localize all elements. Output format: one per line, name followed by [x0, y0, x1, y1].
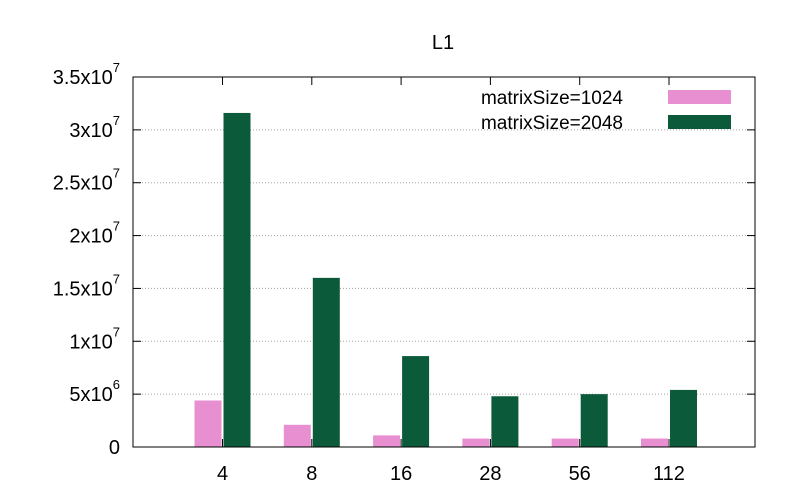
- bars: [194, 112, 697, 447]
- y-tick-label-base: 2x10: [69, 226, 112, 248]
- y-tick-label-base: 3x10: [69, 120, 112, 142]
- plot-frame: [132, 76, 756, 448]
- y-tick-label-exponent: 7: [113, 324, 120, 339]
- x-tick-label: 112: [653, 463, 685, 485]
- legend-swatch: [668, 90, 731, 104]
- y-tick-label: 1.5x107: [53, 271, 120, 300]
- y-tick-label-exponent: 7: [113, 271, 120, 286]
- bar-series-1-4: [194, 400, 222, 447]
- y-tick-label-base: 5x10: [69, 384, 112, 406]
- y-tick-label-exponent: 7: [113, 166, 120, 181]
- y-tick-label-exponent: 7: [113, 60, 120, 75]
- y-tick-label-exponent: 7: [113, 219, 120, 234]
- y-tick-label: 0: [109, 437, 120, 459]
- bar-series-1-16: [373, 435, 401, 447]
- y-tick-label: 2x107: [69, 219, 120, 248]
- y-axis-tick-labels: 05x1061x1071.5x1072x1072.5x1073x1073.5x1…: [53, 60, 120, 459]
- y-tick-label-base: 1.5x10: [53, 278, 113, 300]
- y-tick-label-exponent: 7: [113, 113, 120, 128]
- y-tick-label: 3.5x107: [53, 60, 120, 89]
- bar-series-1-112: [641, 438, 668, 447]
- x-tick-label: 8: [306, 463, 317, 485]
- y-tick-label-base: 2.5x10: [53, 173, 113, 195]
- bar-series-2-4: [223, 112, 251, 447]
- x-tick-label: 4: [217, 463, 228, 485]
- legend: matrixSize=1024 matrixSize=2048: [481, 88, 731, 134]
- x-tick-label: 28: [479, 463, 501, 485]
- legend-swatch: [668, 115, 731, 129]
- bar-series-2-16: [402, 356, 430, 447]
- chart-title: L1: [432, 32, 454, 54]
- bar-series-2-8: [312, 277, 340, 447]
- legend-label: matrixSize=2048: [481, 113, 623, 134]
- bar-series-2-56: [580, 394, 608, 447]
- y-tick-label: 5x106: [69, 377, 120, 406]
- x-axis-tick-labels: 4 8 16 28 56 112: [217, 463, 685, 485]
- bar-series-1-28: [462, 438, 490, 447]
- axis-ticks: [133, 76, 755, 448]
- y-tick-label: 3x107: [69, 113, 120, 142]
- y-tick-label: 2.5x107: [53, 166, 120, 195]
- x-tick-label: 16: [390, 463, 412, 485]
- y-tick-label-base: 1x10: [69, 331, 112, 353]
- x-tick-label: 56: [569, 463, 591, 485]
- y-tick-label: 1x107: [69, 324, 120, 353]
- bar-series-1-56: [551, 438, 579, 447]
- bar-series-1-8: [283, 424, 311, 447]
- bar-series-2-28: [491, 396, 519, 447]
- y-tick-label-base: 0: [109, 437, 120, 459]
- bar-series-2-112: [670, 389, 697, 447]
- legend-label: matrixSize=1024: [481, 88, 623, 109]
- y-tick-label-base: 3.5x10: [53, 67, 113, 89]
- y-tick-label-exponent: 6: [113, 377, 120, 392]
